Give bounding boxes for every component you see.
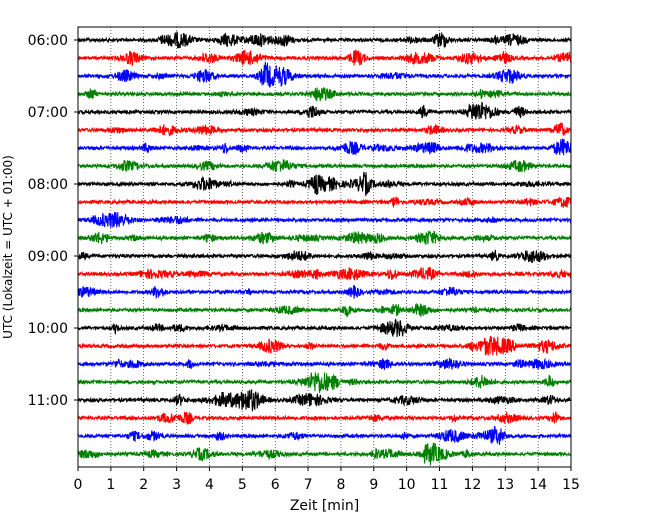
trace-line <box>77 122 572 137</box>
trace-line <box>77 425 572 446</box>
x-tick-label: 1 <box>106 477 115 493</box>
trace-line <box>77 61 572 88</box>
x-tick-label: 14 <box>529 477 547 493</box>
x-tick-label: 10 <box>398 477 416 493</box>
y-tick-label: 08:00 <box>28 177 68 193</box>
trace-line <box>77 335 572 356</box>
x-axis-title: Zeit [min] <box>290 498 359 514</box>
x-tick-label: 8 <box>336 477 345 493</box>
trace-line <box>77 101 572 120</box>
vertical-grid-lines <box>110 27 539 467</box>
x-tick-label: 6 <box>271 477 280 493</box>
trace-line <box>77 266 572 281</box>
y-axis-ticks: 06:00 07:00 08:00 09:00 10:00 11:00 <box>28 33 78 409</box>
x-tick-label: 3 <box>172 477 181 493</box>
x-tick-label: 2 <box>139 477 148 493</box>
y-tick-label: 11:00 <box>28 393 68 409</box>
trace-line <box>77 318 572 338</box>
x-tick-label: 13 <box>496 477 514 493</box>
trace-line <box>77 31 572 49</box>
trace-line <box>77 211 572 229</box>
x-tick-label: 4 <box>205 477 214 493</box>
y-tick-label: 07:00 <box>28 105 68 121</box>
trace-line <box>77 249 572 264</box>
trace-line <box>77 372 572 393</box>
trace-line <box>77 230 572 245</box>
y-tick-label: 09:00 <box>28 249 68 265</box>
x-tick-label: 15 <box>562 477 580 493</box>
trace-line <box>77 285 572 299</box>
trace-line <box>77 302 572 318</box>
trace-line <box>77 138 572 157</box>
x-tick-label: 5 <box>238 477 247 493</box>
x-tick-label: 7 <box>304 477 313 493</box>
trace-line <box>77 159 572 173</box>
trace-line <box>77 357 572 370</box>
trace-line <box>77 87 572 102</box>
x-tick-label: 9 <box>369 477 378 493</box>
trace-line <box>77 411 572 425</box>
trace-line <box>77 389 572 412</box>
seismogram-traces <box>77 31 572 466</box>
plot-frame <box>77 26 572 468</box>
trace-line <box>77 171 572 196</box>
x-tick-label: 11 <box>431 477 449 493</box>
trace-line <box>77 49 572 67</box>
y-tick-label: 06:00 <box>28 33 68 49</box>
x-tick-label: 12 <box>463 477 481 493</box>
y-tick-label: 10:00 <box>28 321 68 337</box>
trace-line <box>77 442 572 466</box>
x-axis-ticks: 0 1 2 3 4 5 6 7 8 9 10 11 12 13 14 15 <box>74 467 580 493</box>
x-tick-label: 0 <box>74 477 83 493</box>
y-axis-title: UTC (Lokalzeit = UTC + 01:00) <box>1 155 15 339</box>
trace-line <box>77 195 572 208</box>
